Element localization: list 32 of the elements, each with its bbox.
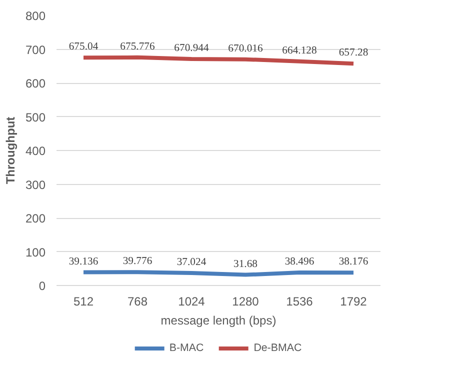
x-tick-label: 768 xyxy=(127,294,148,308)
data-label: 39.136 xyxy=(68,256,99,268)
x-tick-label: 1536 xyxy=(286,294,314,308)
x-tick-label: 1792 xyxy=(340,294,368,308)
y-tick-label: 800 xyxy=(25,9,46,23)
legend-label: B-MAC xyxy=(169,342,204,354)
y-tick-label: 700 xyxy=(25,42,46,57)
x-tick-label: 1024 xyxy=(178,294,206,308)
x-tick-label: 1280 xyxy=(232,294,260,308)
y-tick-label: 400 xyxy=(25,144,46,158)
data-label: 670.944 xyxy=(174,43,210,54)
data-label: 39.776 xyxy=(122,256,153,268)
line-series xyxy=(82,55,356,66)
data-label: 31.68 xyxy=(234,258,258,270)
data-label: 657.28 xyxy=(338,48,368,59)
y-tick-label: 100 xyxy=(25,245,46,260)
y-tick-label: 0 xyxy=(38,279,46,293)
y-tick-label: 200 xyxy=(25,212,46,226)
y-axis-title: Throughput xyxy=(3,116,18,184)
legend-label: De-BMAC xyxy=(254,342,302,354)
data-label: 664.128 xyxy=(282,45,317,56)
y-tick-label: 500 xyxy=(25,110,46,124)
data-label: 675.776 xyxy=(120,41,156,52)
data-label: 675.04 xyxy=(68,42,99,53)
data-label: 38.176 xyxy=(338,256,369,268)
x-tick-label: 512 xyxy=(73,294,94,308)
y-tick-label: 600 xyxy=(25,76,46,90)
y-tick-label: 300 xyxy=(25,178,46,192)
data-label: 38.496 xyxy=(284,256,315,268)
data-label: 670.016 xyxy=(228,43,264,54)
x-axis-title: message length (bps) xyxy=(160,314,276,328)
data-label: 37.024 xyxy=(176,257,207,268)
